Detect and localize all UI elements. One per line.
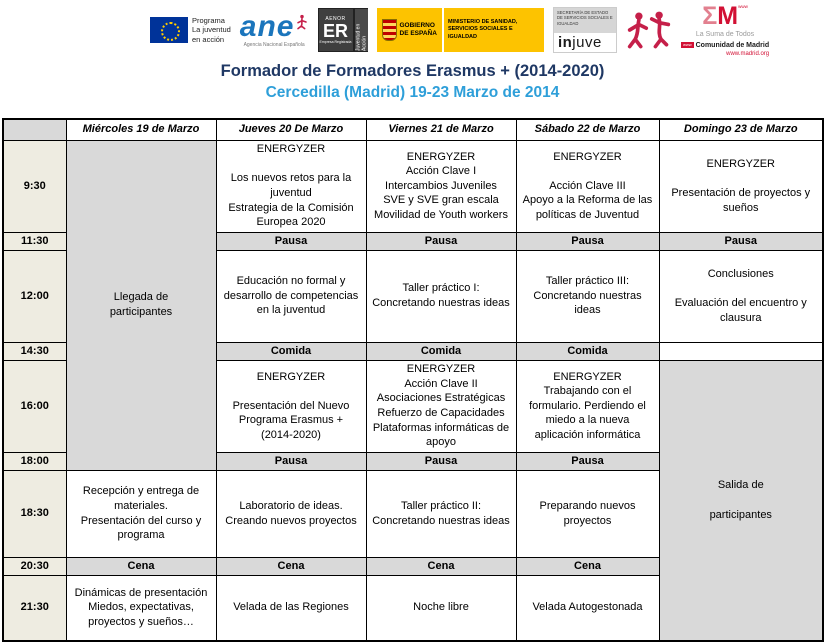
cell-sat-comida-1430: Comida (515, 341, 660, 361)
cell-sun-1200: Conclusiones Evaluación del encuentro y … (658, 249, 824, 343)
day-header-thursday: Jueves 20 De Marzo (215, 118, 367, 141)
secretaria-label: SECRETARÍA DE ESTADO DE SERVICIOS SOCIAL… (553, 8, 616, 33)
ane-figure-icon (296, 14, 307, 30)
cell-thu-1200: Educación no formal y desarrollo de comp… (215, 249, 367, 343)
cell-thu-pausa-1130: Pausa (215, 231, 367, 251)
gobierno-name: GOBIERNO DE ESPAÑA (399, 22, 437, 37)
dancing-figures-icon (627, 11, 671, 49)
table-row: 16:00 ENERGYZER Presentación del Nuevo P… (2, 359, 824, 642)
table-row: 20:30 Cena Cena Cena Cena (2, 556, 823, 576)
cell-fri-2130: Noche libre (365, 574, 517, 642)
day-header-wednesday: Miércoles 19 de Marzo (65, 118, 217, 141)
page-title: Formador de Formadores Erasmus + (2014-2… (220, 62, 605, 80)
table-row: 18:30 Recepción y entrega de materiales.… (2, 469, 823, 558)
aenor-caption: Empresa Registrada (319, 40, 352, 44)
table-row: Miércoles 19 de Marzo Jueves 20 De Marzo… (2, 118, 824, 141)
cell-fri-1830: Taller práctico II: Concretando nuestras… (365, 469, 517, 558)
cell-fri-1600: ENERGYZER Acción Clave II Asociaciones E… (365, 359, 517, 453)
day-header-saturday: Sábado 22 de Marzo (515, 118, 660, 141)
time-label-1600: 16:00 (2, 359, 67, 453)
page-subtitle: Cercedilla (Madrid) 19-23 Marzo de 2014 (265, 84, 560, 101)
cell-sat-1830: Preparando nuevos proyectos (515, 469, 660, 558)
cell-sat-930: ENERGYZER Acción Clave III Apoyo a la Re… (515, 139, 660, 233)
cell-thu-930: ENERGYZER Los nuevos retos para la juven… (215, 139, 367, 233)
cell-sat-2130: Velada Autogestonada (515, 574, 660, 642)
time-label-1800: 18:00 (2, 451, 67, 471)
table-row: 12:00 Educación no formal y desarrollo d… (2, 249, 824, 343)
cell-fri-comida-1430: Comida (365, 341, 517, 361)
cell-sun-pausa-1130: Pausa (658, 231, 824, 251)
aenor-side-label: Juventud en Acción (353, 8, 368, 52)
aenor-er-mark: ER (322, 21, 348, 41)
cell-sun-930: ENERGYZER Presentación de proyectos y su… (658, 139, 824, 233)
cell-wed-arrival: Llegada de participantes (65, 139, 217, 471)
injuve-wordmark: injuve (553, 33, 616, 52)
schedule-table: Miércoles 19 de Marzo Jueves 20 De Marzo… (2, 118, 824, 642)
cell-fri-pausa-1800: Pausa (365, 451, 517, 471)
cell-thu-1600: ENERGYZER Presentación del Nuevo Program… (215, 359, 367, 453)
day-header-friday: Viernes 21 de Marzo (365, 118, 517, 141)
aenor-logo: AENOR ER Empresa Registrada Juventud en … (317, 8, 368, 52)
table-row: 9:30 Llegada de participantes ENERGYZER … (2, 139, 824, 471)
time-label-930: 9:30 (2, 139, 67, 233)
madrid-url: www.madrid.org (726, 50, 770, 57)
cell-thu-pausa-1800: Pausa (215, 451, 367, 471)
ane-wordmark: ane (239, 10, 295, 43)
logo-bar: Programa La juventud en acción ane Agenc… (150, 3, 769, 57)
cell-sat-pausa-1130: Pausa (515, 231, 660, 251)
cell-thu-cena-2030: Cena (215, 556, 367, 576)
madrid-sigma-mark: Σ (702, 1, 718, 30)
day-header-sunday: Domingo 23 de Marzo (658, 118, 824, 141)
ministerio-name: MINISTERIO DE SANIDAD, SERVICIOS SOCIALE… (447, 19, 518, 40)
cell-sat-1600: ENERGYZER Trabajando con el formulario. … (515, 359, 660, 453)
cell-wed-2130: Dinámicas de presentación Miedos, expect… (65, 574, 217, 642)
cell-thu-2130: Velada de las Regiones (215, 574, 367, 642)
cell-wed-cena-2030: Cena (65, 556, 217, 576)
title-block: Formador de Formadores Erasmus + (2014-2… (0, 62, 825, 102)
table-row: 21:30 Dinámicas de presentación Miedos, … (2, 574, 823, 642)
table-row: 11:30 Pausa Pausa Pausa Pausa (2, 231, 824, 251)
time-label-2130: 21:30 (2, 574, 67, 642)
time-label-2030: 20:30 (2, 556, 67, 576)
cell-sat-1200: Taller práctico III: Concretando nuestra… (515, 249, 660, 343)
cell-sun-1430-empty (658, 341, 824, 361)
ane-subtitle: Agencia Nacional Española (243, 42, 305, 48)
spain-coat-of-arms-icon (381, 19, 397, 41)
madrid-www-icon: www (680, 42, 694, 48)
madrid-tagline: La Suma de Todos (695, 30, 755, 38)
eu-youth-programme-logo: Programa La juventud en acción (150, 16, 231, 44)
aenor-brand: AENOR (325, 16, 346, 22)
time-label-1430: 14:30 (2, 341, 67, 361)
cell-fri-pausa-1130: Pausa (365, 231, 517, 251)
cell-sat-cena-2030: Cena (515, 556, 660, 576)
gobierno-espana-logo: GOBIERNO DE ESPAÑA MINISTERIO DE SANIDAD… (376, 8, 544, 52)
time-label-1830: 18:30 (2, 469, 67, 558)
cell-wed-1830: Recepción y entrega de materiales. Prese… (65, 469, 217, 558)
cell-sat-pausa-1800: Pausa (515, 451, 660, 471)
time-label-1130: 11:30 (2, 231, 67, 251)
eu-programme-text: Programa La juventud en acción (192, 15, 231, 44)
injuve-light-part: juve (572, 34, 602, 51)
table-row: 18:00 Pausa Pausa Pausa (2, 451, 823, 471)
time-label-1200: 12:00 (2, 249, 67, 343)
cell-fri-cena-2030: Cena (365, 556, 517, 576)
madrid-m-mark: M (717, 1, 739, 30)
cell-sun-departure: Salida de participantes (658, 359, 824, 642)
table-row: 14:30 Comida Comida Comida (2, 341, 824, 361)
madrid-www-superscript: www (738, 3, 748, 9)
cell-fri-1200: Taller práctico I: Concretando nuestras … (365, 249, 517, 343)
injuve-bold-part: in (557, 34, 573, 51)
ane-logo: ane Agencia Nacional Española (240, 12, 309, 48)
cell-thu-comida-1430: Comida (215, 341, 367, 361)
injuve-logo: SECRETARÍA DE ESTADO DE SERVICIOS SOCIAL… (552, 7, 617, 53)
eu-flag-icon (150, 17, 188, 43)
corner-cell (2, 118, 67, 141)
cell-fri-930: ENERGYZER Acción Clave I Intercambios Ju… (365, 139, 517, 233)
cell-thu-1830: Laboratorio de ideas. Creando nuevos pro… (215, 469, 367, 558)
madrid-badge-label: Comunidad de Madrid (695, 41, 770, 49)
